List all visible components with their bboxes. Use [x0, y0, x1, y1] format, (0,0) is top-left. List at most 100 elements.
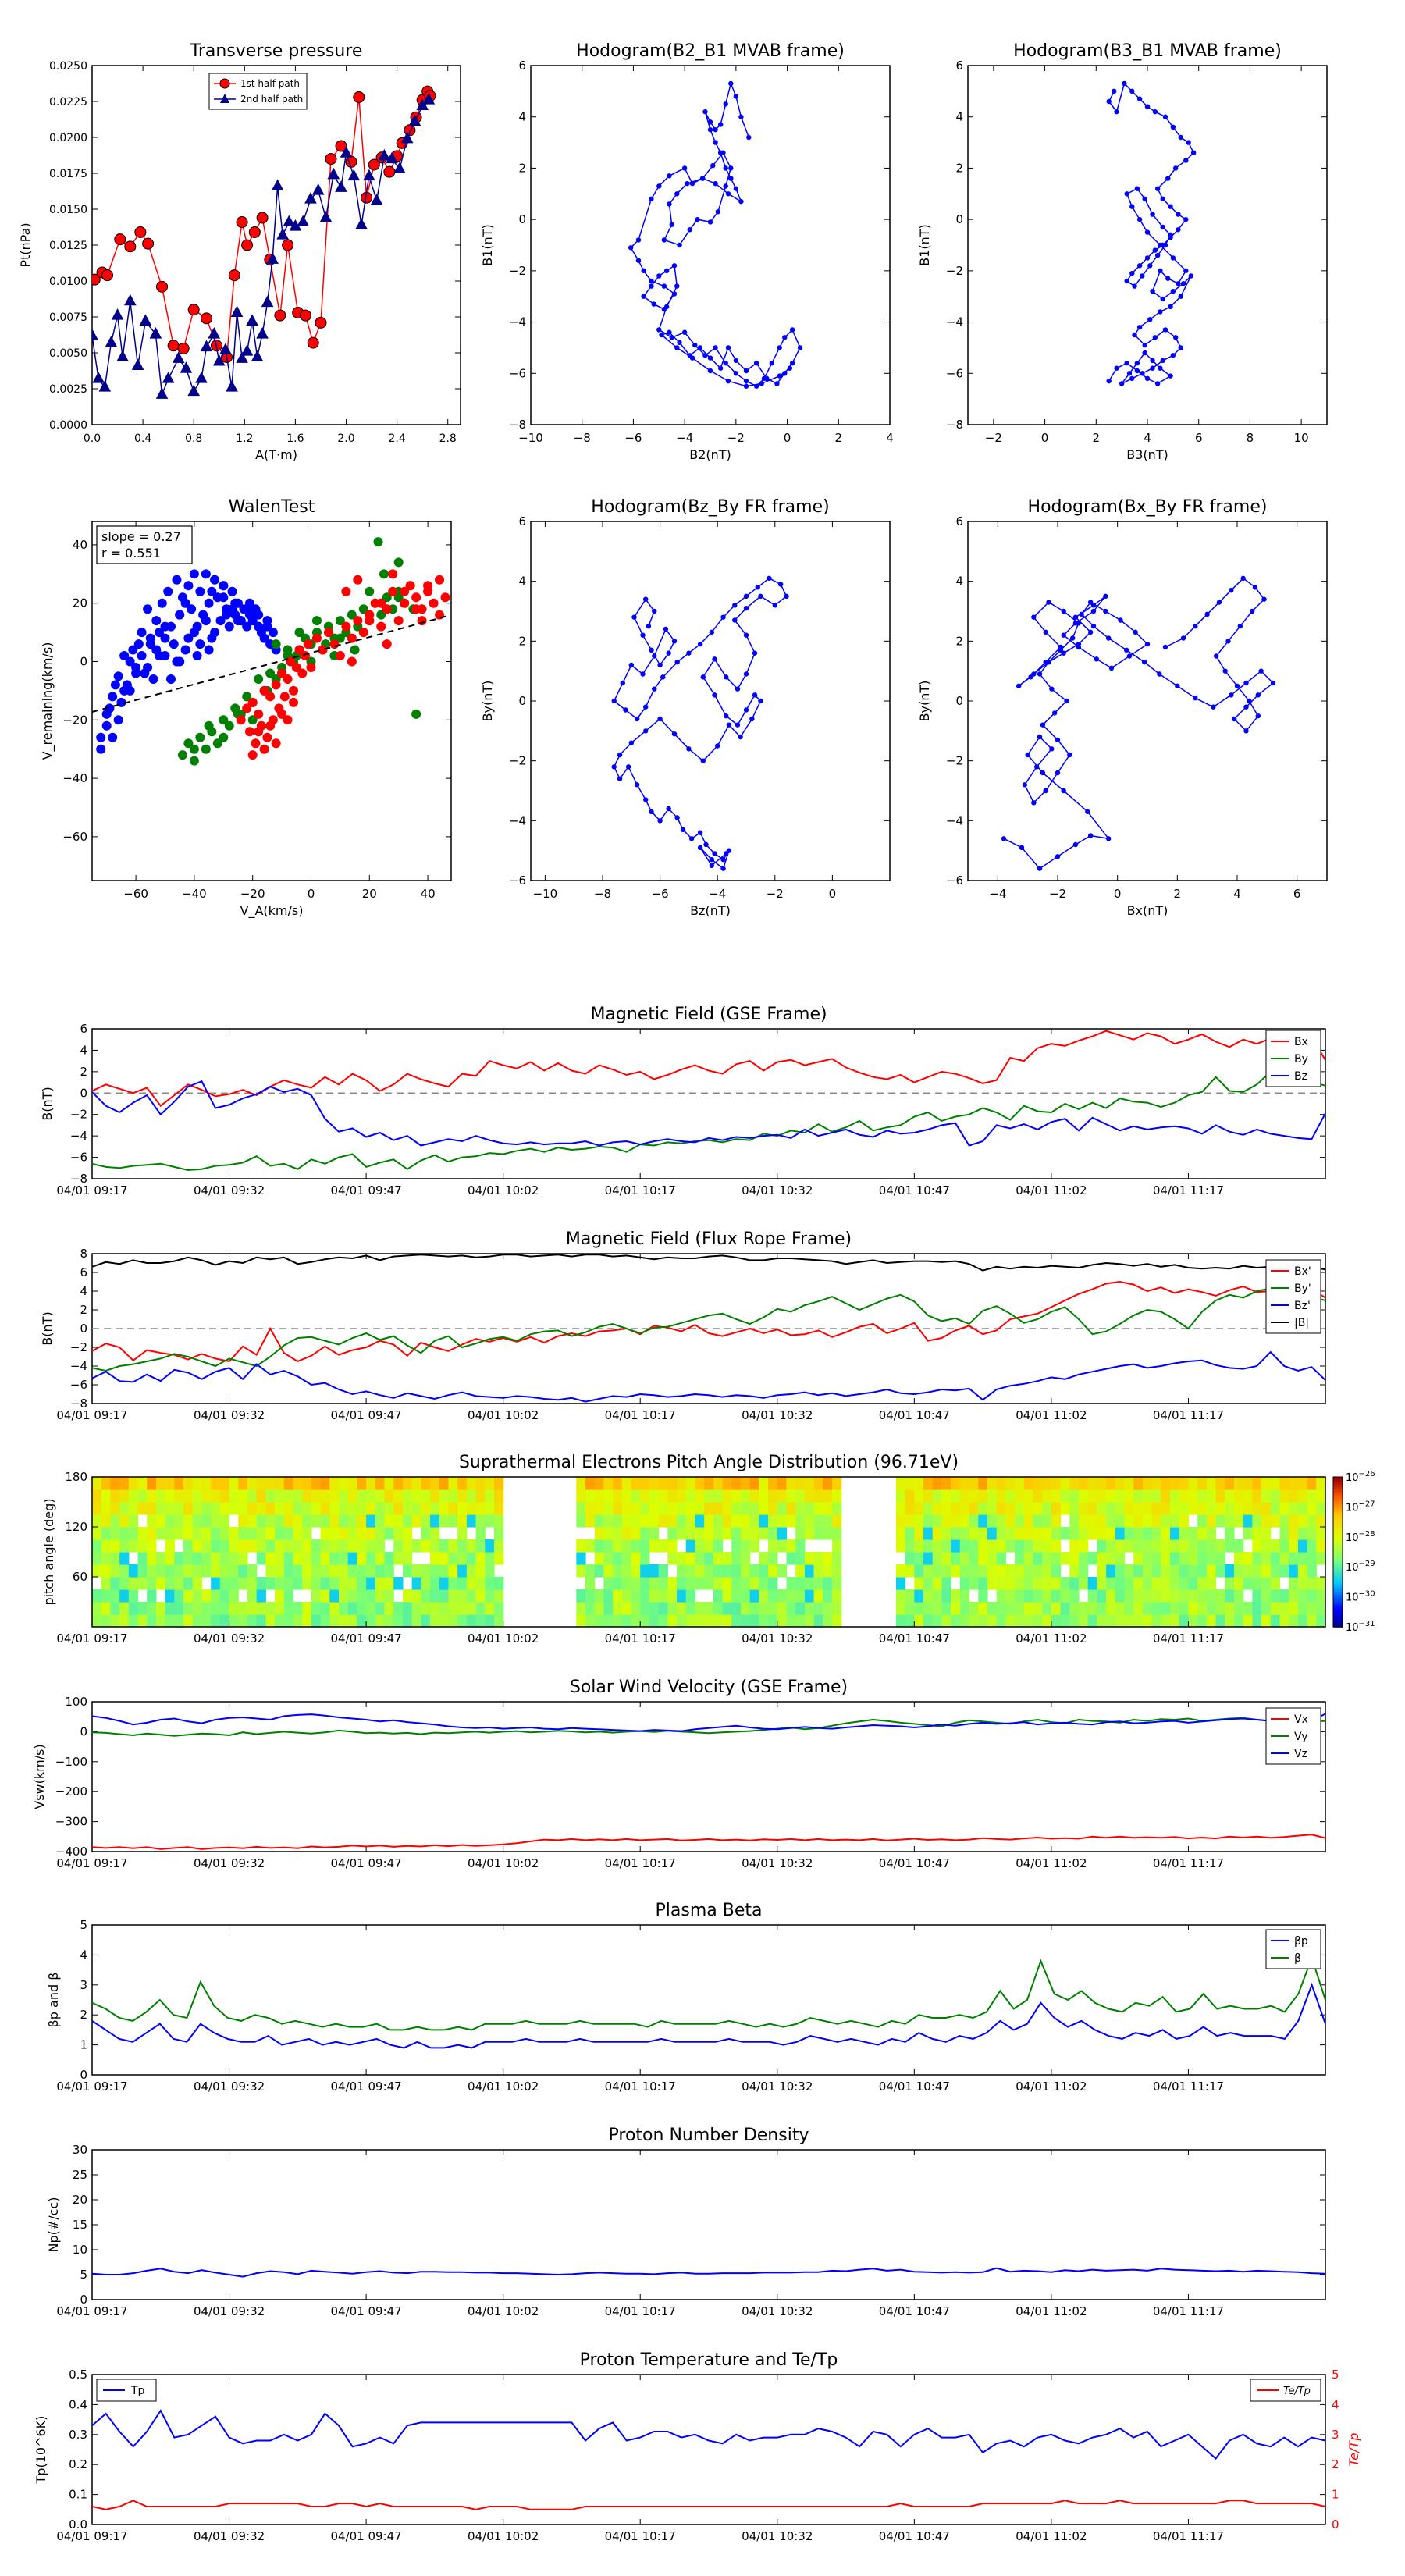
hodogram-point [1168, 373, 1173, 379]
heatmap-cell [649, 1589, 660, 1603]
heatmap-cell [1133, 1539, 1144, 1553]
heatmap-cell [1060, 1602, 1070, 1615]
heatmap-cell [320, 1552, 330, 1565]
axes-frame [530, 65, 891, 425]
heatmap-cell [813, 1589, 823, 1603]
heatmap-cell [1015, 1514, 1025, 1528]
x-axis-label: V_A(km/s) [240, 903, 304, 919]
data-point-1st-half [241, 239, 254, 251]
heatmap-cell [211, 1539, 221, 1553]
hodogram-point [709, 856, 715, 863]
heatmap-cell [1233, 1514, 1244, 1528]
x-tick-label: 04/01 10:17 [605, 2529, 676, 2543]
hodogram-point [1016, 683, 1022, 689]
heatmap-cell [685, 1564, 696, 1578]
heatmap-cell [1023, 1602, 1034, 1615]
heatmap-cell [1179, 1489, 1190, 1503]
scatter-point-blue [145, 633, 155, 643]
heatmap-cell [823, 1577, 833, 1590]
heatmap-area [92, 1477, 1325, 1627]
heatmap-cell [677, 1552, 687, 1565]
scatter-point-blue [163, 586, 173, 596]
heatmap-cell [475, 1564, 486, 1578]
hodogram-point [667, 329, 672, 335]
heatmap-cell [1151, 1614, 1161, 1627]
hodogram-point [1105, 836, 1112, 841]
heatmap-cell [987, 1527, 998, 1540]
heatmap-cell [430, 1489, 440, 1503]
heatmap-cell [813, 1527, 823, 1540]
heatmap-cell [631, 1527, 641, 1540]
heatmap-cell [951, 1552, 961, 1565]
heatmap-cell [987, 1577, 998, 1590]
heatmap-cell [1206, 1552, 1217, 1565]
hodogram-point [1123, 647, 1129, 653]
heatmap-cell [804, 1502, 815, 1515]
heatmap-cell [1015, 1589, 1025, 1603]
scatter-point-green [283, 645, 293, 655]
heatmap-cell [485, 1514, 495, 1528]
heatmap-cell [1297, 1552, 1308, 1565]
heatmap-cell [768, 1489, 778, 1503]
chart-title: Hodogram(B2_B1 MVAB frame) [576, 41, 845, 61]
heatmap-cell [457, 1527, 468, 1540]
heatmap-cell [1060, 1477, 1070, 1490]
heatmap-cell [275, 1502, 285, 1515]
heatmap-cell [749, 1514, 759, 1528]
series-line-by [92, 1283, 1325, 1372]
heatmap-cell [247, 1614, 258, 1627]
hodogram-point [1114, 365, 1119, 371]
hodogram-point [663, 626, 669, 632]
heatmap-cell [1060, 1614, 1070, 1627]
heatmap-cell [110, 1602, 120, 1615]
hodogram-point [697, 830, 703, 835]
y-tick-label: 0 [80, 1086, 87, 1100]
hodogram-point [699, 176, 706, 181]
heatmap-cell [1215, 1602, 1225, 1615]
hodogram-point [656, 327, 662, 333]
heatmap-cell [759, 1564, 769, 1578]
y-tick-label: 0 [80, 655, 87, 669]
scatter-point-red [289, 697, 299, 707]
y-right-tick-label: 4 [1332, 2397, 1339, 2411]
heatmap-cell [959, 1614, 970, 1627]
hodogram-point [1160, 224, 1165, 230]
scatter-point-red [405, 581, 415, 591]
heatmap-cell [731, 1564, 742, 1578]
x-tick-label: 0 [829, 887, 837, 901]
heatmap-cell [649, 1489, 660, 1503]
heatmap-cell [1316, 1477, 1325, 1490]
heatmap-cell [677, 1602, 687, 1615]
heatmap-cell [895, 1527, 906, 1540]
x-tick-label: 04/01 09:47 [330, 2080, 401, 2094]
heatmap-cell [959, 1552, 970, 1565]
heatmap-cell [749, 1489, 759, 1503]
hodogram-point [1090, 608, 1097, 614]
heatmap-cell [677, 1477, 687, 1490]
hodogram-point [707, 119, 713, 125]
scatter-point-blue [201, 616, 211, 626]
x-tick-label: 0 [1041, 431, 1049, 445]
heatmap-cell [1023, 1577, 1034, 1590]
heatmap-cell [1106, 1514, 1116, 1528]
scatter-point-red [259, 744, 269, 754]
heatmap-cell [293, 1477, 303, 1490]
heatmap-cell [576, 1564, 586, 1578]
scatter-point-blue [180, 598, 190, 608]
heatmap-cell [411, 1539, 422, 1553]
legend-label: |B| [1294, 1317, 1309, 1329]
data-point-2nd-half [92, 328, 98, 340]
heatmap-cell [749, 1589, 759, 1603]
scatter-point-blue [125, 656, 135, 667]
heatmap-cell [165, 1602, 175, 1615]
hodogram-point [1126, 371, 1133, 376]
heatmap-cell [1289, 1539, 1299, 1553]
heatmap-cell [402, 1489, 413, 1503]
heatmap-cell [823, 1602, 833, 1615]
heatmap-cell [1161, 1577, 1171, 1590]
data-point-2nd-half [422, 93, 436, 105]
heatmap-cell [740, 1564, 751, 1578]
heatmap-cell [485, 1589, 495, 1603]
scatter-point-red [417, 616, 427, 626]
